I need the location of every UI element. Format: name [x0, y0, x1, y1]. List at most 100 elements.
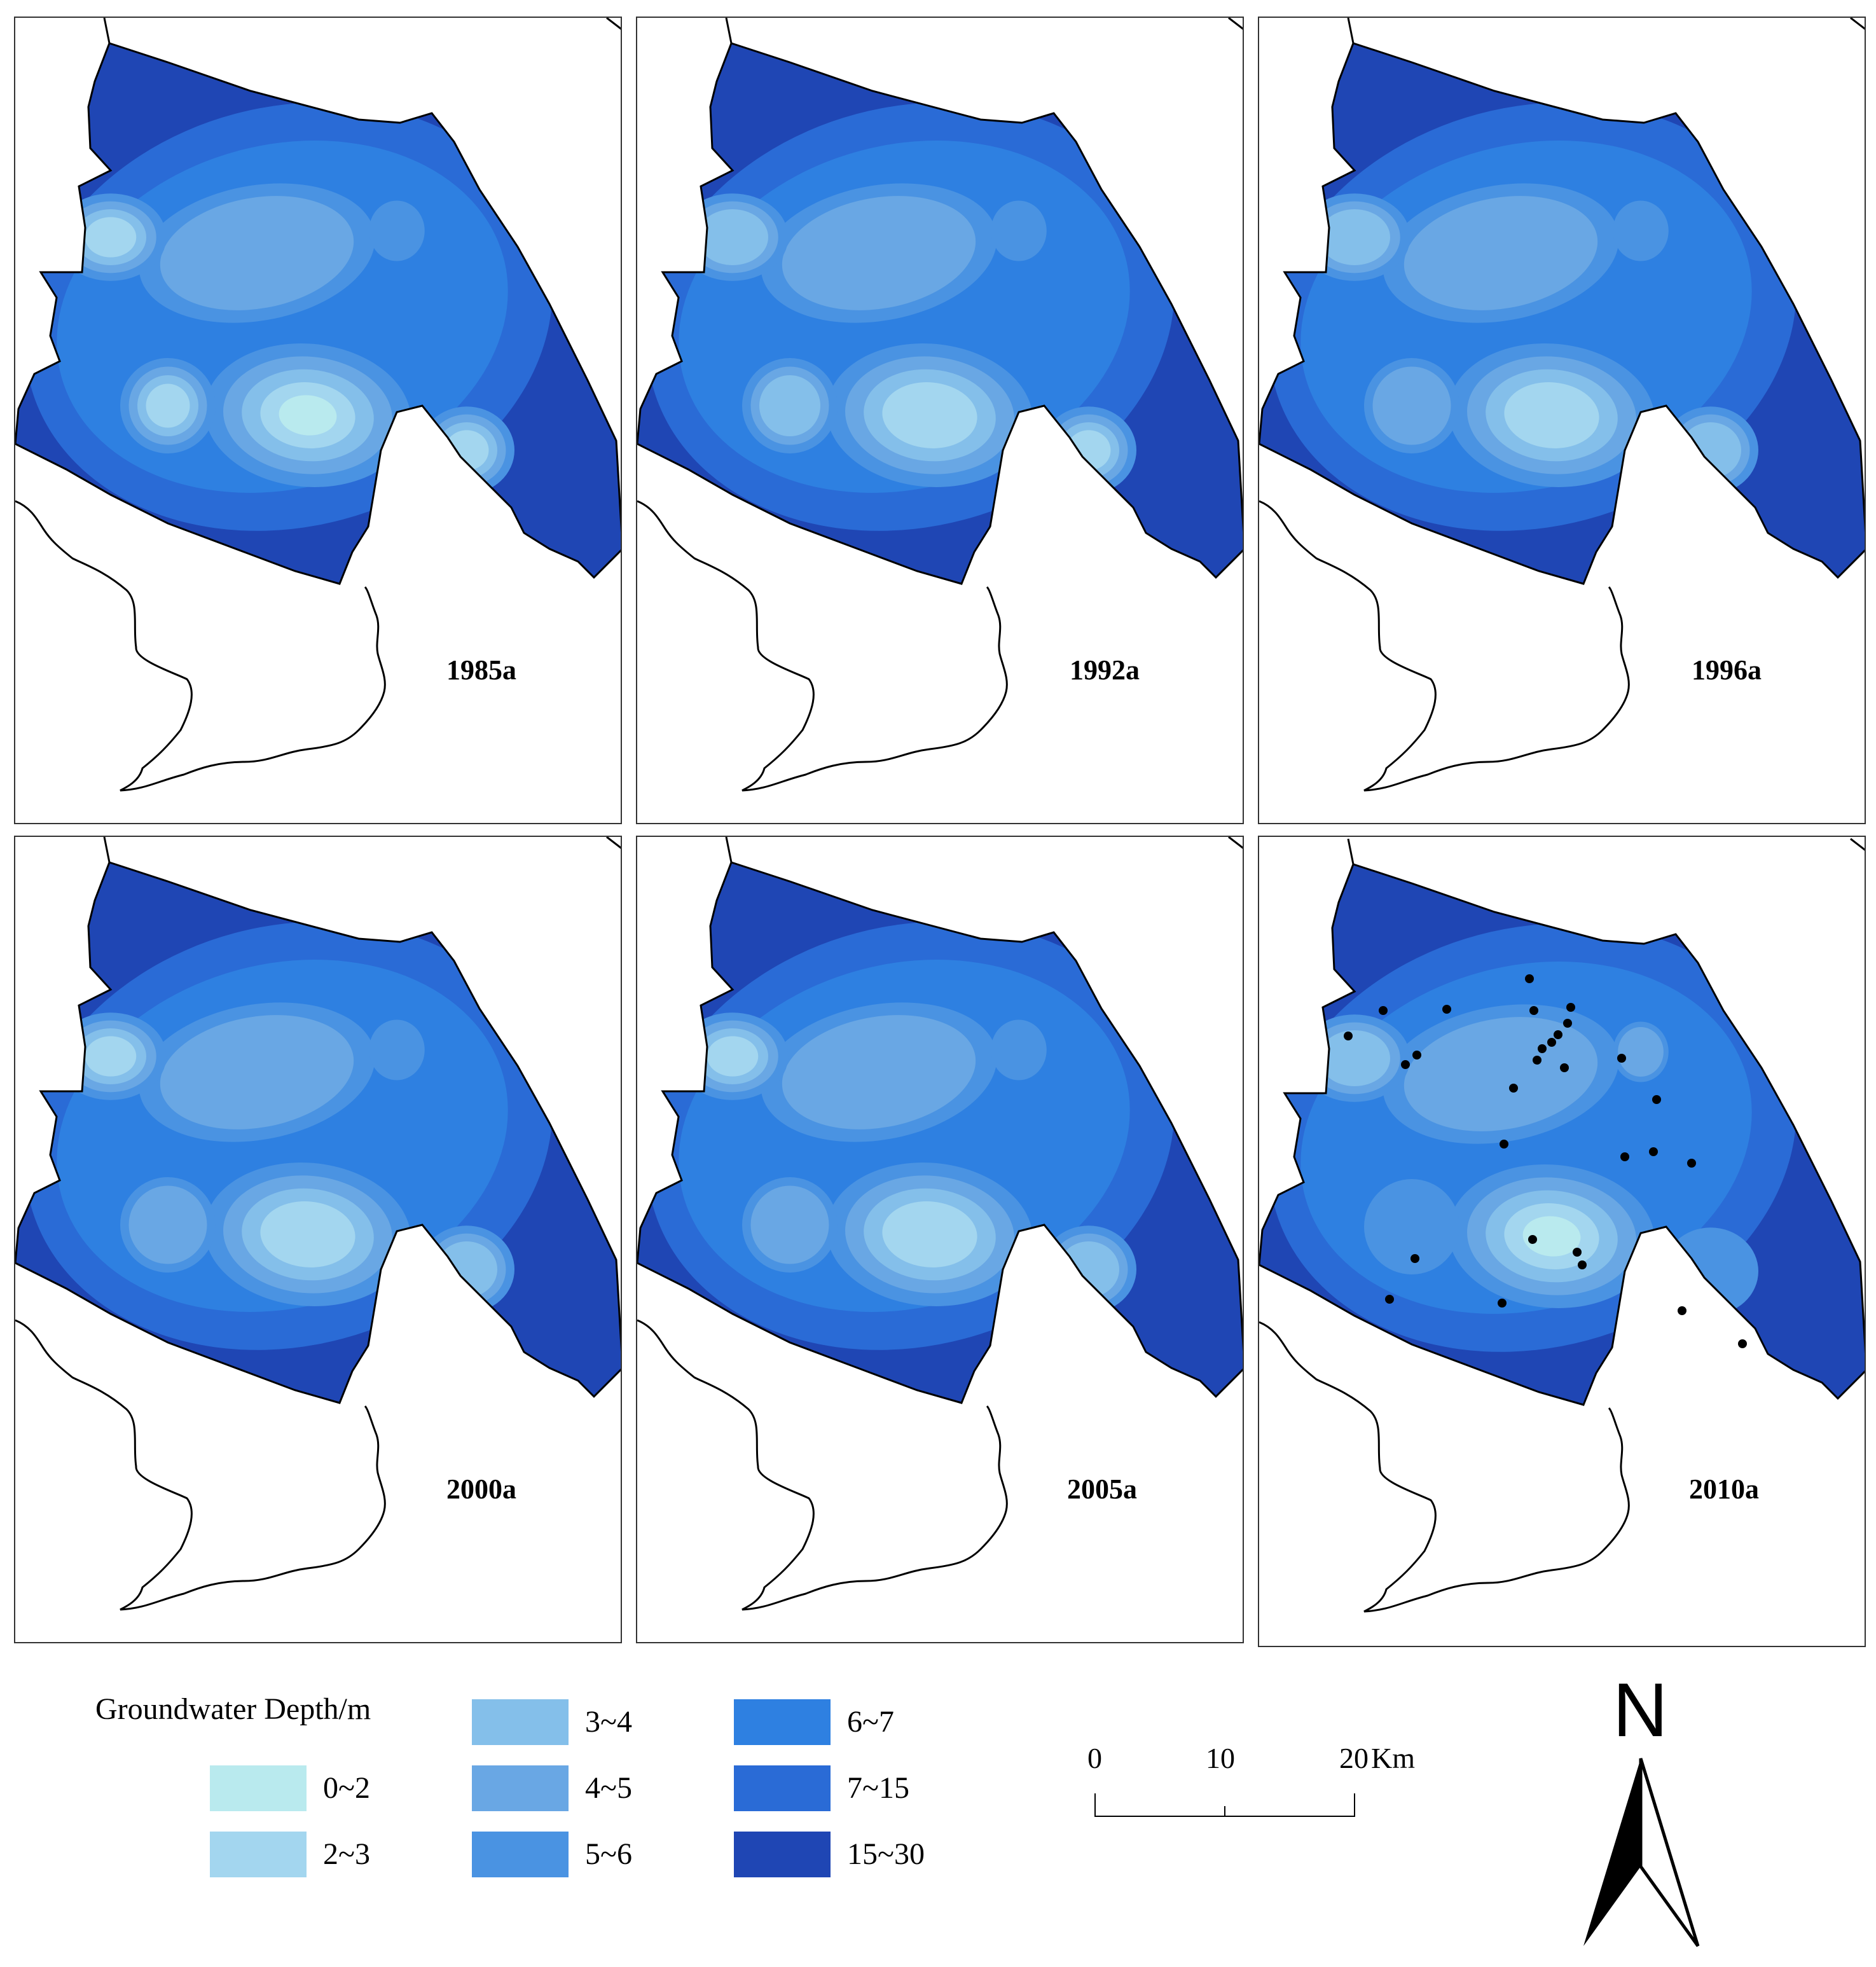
well-point — [1563, 1019, 1572, 1028]
boundary-line — [725, 18, 733, 44]
north-arrow-icon — [1583, 1758, 1700, 1947]
study-area-boundary — [637, 861, 1243, 1404]
legend-swatch — [472, 1832, 569, 1877]
groundwater-depth-map — [637, 837, 1243, 1611]
groundwater-depth-map — [637, 18, 1243, 792]
legend-label: 3~4 — [585, 1705, 632, 1739]
groundwater-depth-map — [15, 18, 621, 792]
boundary-line — [1850, 838, 1865, 851]
boundary-line — [1228, 18, 1243, 30]
depth-zones — [1259, 43, 1865, 584]
legend-swatch — [472, 1765, 569, 1811]
well-point — [1678, 1306, 1686, 1315]
well-point — [1649, 1147, 1658, 1156]
well-point — [1652, 1095, 1661, 1104]
boundary-line — [1347, 838, 1355, 865]
well-point — [1379, 1006, 1388, 1015]
north-arrow-label: N — [1613, 1667, 1668, 1753]
well-point — [1538, 1044, 1547, 1053]
legend-title: Groundwater Depth/m — [95, 1692, 371, 1726]
study-area-boundary — [15, 42, 621, 585]
year-label: 1996a — [1692, 654, 1762, 686]
legend-label: 5~6 — [585, 1837, 632, 1871]
depth-zones — [15, 862, 621, 1403]
boundary-line — [103, 837, 111, 863]
legend-swatch — [210, 1765, 307, 1811]
map-panel-2010: 2010a — [1258, 836, 1866, 1647]
basin-boundary — [15, 500, 386, 792]
well-point — [1509, 1084, 1518, 1093]
well-point — [1738, 1339, 1747, 1348]
groundwater-depth-map — [15, 837, 621, 1611]
well-point — [1560, 1063, 1569, 1072]
well-point — [1529, 1006, 1538, 1015]
year-label: 2000a — [446, 1474, 516, 1505]
well-point — [1533, 1056, 1541, 1065]
legend-label: 7~15 — [847, 1771, 909, 1805]
boundary-line — [1228, 837, 1243, 849]
groundwater-depth-map — [1259, 18, 1865, 792]
legend-swatch — [734, 1699, 831, 1745]
study-area-boundary — [637, 42, 1243, 585]
well-point — [1401, 1060, 1410, 1069]
well-point — [1412, 1051, 1421, 1059]
boundary-line — [606, 837, 621, 849]
depth-zones — [1259, 864, 1865, 1405]
well-point — [1500, 1140, 1508, 1149]
well-point — [1687, 1159, 1696, 1168]
basin-boundary — [15, 1319, 386, 1611]
well-point — [1547, 1038, 1556, 1047]
well-point — [1498, 1299, 1507, 1308]
well-point — [1617, 1054, 1626, 1063]
map-panel-2000: 2000a — [14, 836, 622, 1643]
legend-label: 2~3 — [323, 1837, 370, 1871]
study-area-boundary — [1259, 863, 1865, 1406]
legend-label: 4~5 — [585, 1771, 632, 1805]
depth-zones — [637, 862, 1243, 1403]
groundwater-depth-map — [1259, 838, 1865, 1613]
legend-label: 15~30 — [847, 1837, 925, 1871]
boundary-line — [103, 18, 111, 44]
map-panel-1996: 1996a — [1258, 17, 1866, 824]
well-point — [1344, 1032, 1353, 1040]
well-point — [1578, 1260, 1587, 1269]
study-area-boundary — [1259, 42, 1865, 585]
map-panel-1985: 1985a — [14, 17, 622, 824]
year-label: 1985a — [446, 654, 516, 686]
scale-label-20: 20 — [1339, 1742, 1369, 1774]
scale-label-10: 10 — [1206, 1742, 1235, 1774]
map-panel-2005: 2005a — [636, 836, 1244, 1643]
well-point — [1566, 1003, 1575, 1012]
legend-swatch — [734, 1765, 831, 1811]
legend-swatch — [734, 1832, 831, 1877]
scale-label-0: 0 — [1087, 1742, 1102, 1774]
depth-zones — [15, 43, 621, 584]
year-label: 1992a — [1070, 654, 1140, 686]
boundary-line — [725, 837, 733, 863]
well-point — [1620, 1152, 1629, 1161]
basin-boundary — [637, 1319, 1008, 1611]
basin-boundary — [1259, 500, 1630, 792]
depth-zones — [637, 43, 1243, 584]
legend-swatch — [210, 1832, 307, 1877]
scale-bar — [1094, 1793, 1355, 1817]
year-label: 2005a — [1067, 1474, 1137, 1505]
scale-unit: Km — [1371, 1742, 1415, 1774]
well-point — [1442, 1005, 1451, 1014]
well-point — [1528, 1235, 1537, 1244]
boundary-line — [606, 18, 621, 30]
well-point — [1554, 1030, 1562, 1039]
study-area-boundary — [15, 861, 621, 1404]
legend-swatch — [472, 1699, 569, 1745]
boundary-line — [1347, 18, 1355, 44]
year-label: 2010a — [1689, 1474, 1759, 1505]
legend-label: 6~7 — [847, 1705, 894, 1739]
well-point — [1525, 974, 1534, 983]
map-panel-1992: 1992a — [636, 17, 1244, 824]
well-point — [1573, 1248, 1582, 1257]
boundary-line — [1850, 18, 1865, 30]
well-point — [1410, 1254, 1419, 1263]
legend-label: 0~2 — [323, 1771, 370, 1805]
basin-boundary — [637, 500, 1008, 792]
well-point — [1385, 1295, 1394, 1304]
